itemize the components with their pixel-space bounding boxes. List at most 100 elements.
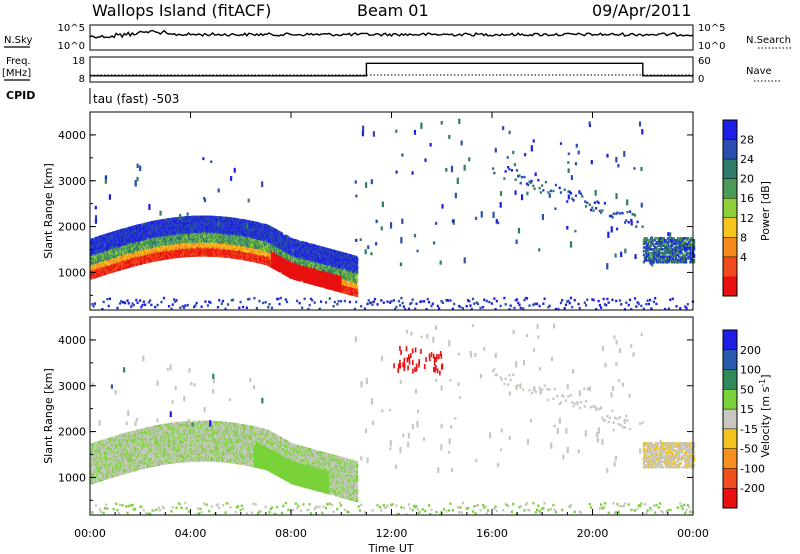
power-cell [92,255,95,259]
power-cell [114,269,118,272]
power-cell [147,238,150,241]
freq-trace [90,62,693,77]
nsearch-tick-top: 10^5 [698,23,725,34]
power-cell [95,236,98,240]
power-cell [145,222,148,225]
nave-label: Nave [746,66,772,77]
power-cell [106,270,109,273]
power-cell [90,272,93,276]
power-cell [140,262,143,265]
power-cell [92,254,95,257]
power-cell [127,242,130,245]
power-cell [112,268,115,271]
power-cell [107,261,110,265]
power-cell [105,265,109,268]
power-cell [142,254,145,258]
power-cell [140,223,143,227]
freq-label: Freq. [6,56,31,67]
power-cell [149,259,152,263]
power-cell [144,258,147,261]
power-cell [115,255,118,258]
power-cell [95,243,98,247]
nsky-trace [89,29,694,39]
power-cell [114,265,117,268]
freq-tick-bottom: 8 [79,74,85,85]
power-cell [102,248,105,251]
power-cell [151,234,154,238]
power-cell [96,245,99,249]
power-cell [100,236,103,239]
power-cell [96,270,99,274]
power-cell [120,238,123,242]
power-cell [101,251,104,254]
power-cell [145,234,148,238]
nsky-tick-top: 10^5 [58,23,85,34]
nsearch-tick-bottom: 10^0 [698,41,725,52]
power-cell [135,231,138,235]
power-cell [120,267,123,271]
nsky-label: N.Sky [4,35,32,46]
power-cell [151,241,155,245]
power-cell [113,248,116,252]
cpid-value: tau (fast) -503 [93,92,179,106]
power-cell [140,260,143,264]
power-cell [145,252,148,256]
power-cell [120,257,123,261]
beam-title: Beam 01 [357,1,429,20]
nsky-tick-bottom: 10^0 [58,41,85,52]
date-title: 09/Apr/2011 [592,1,692,20]
power-cell [102,249,105,253]
power-cell [100,239,103,242]
nave-tick-bottom: 0 [698,74,704,85]
power-cell [142,227,145,230]
power-cell [115,264,118,268]
power-cell [111,231,114,235]
power-cell [132,262,136,266]
power-cell [112,269,115,273]
power-cell [96,247,99,250]
power-cell [129,240,133,243]
station-title: Wallops Island (fitACF) [92,1,271,20]
power-cell [111,259,115,262]
power-cell [99,244,102,248]
power-cell [100,235,103,238]
power-cell [142,231,145,234]
power-cell [153,239,156,243]
power-cell [140,259,143,262]
power-cell [102,242,105,246]
power-cell [126,254,130,258]
nave-tick-top: 60 [698,56,711,67]
power-cell [107,260,110,263]
power-cell [146,260,149,264]
power-cell [151,245,154,249]
power-cell [112,257,115,260]
power-cell [115,253,118,257]
power-cell [108,270,112,274]
freq-tick-top: 18 [72,56,85,67]
power-cell [96,248,99,252]
power-cell [125,248,128,251]
cpid-label: CPID [6,89,35,102]
power-cell [102,259,106,262]
power-cell [132,261,136,264]
power-heatmap [90,118,696,311]
power-cell [146,242,149,246]
freq-panel-frame [89,56,694,83]
nsky-panel-frame [89,24,694,51]
power-cell [131,261,134,265]
power-cell [93,249,96,253]
power-cell [108,239,111,243]
power-cell [138,223,142,227]
power-cell [106,271,109,275]
power-cell [91,257,94,260]
freq-unit: [MHz] [2,68,31,79]
power-cell [90,258,93,262]
nsearch-label: N.Search [746,35,791,46]
power-cell [133,251,136,254]
power-cell [100,237,103,241]
power-cell [148,250,151,254]
power-cell [95,256,98,259]
power-cell [132,263,136,267]
power-cell [109,236,112,239]
